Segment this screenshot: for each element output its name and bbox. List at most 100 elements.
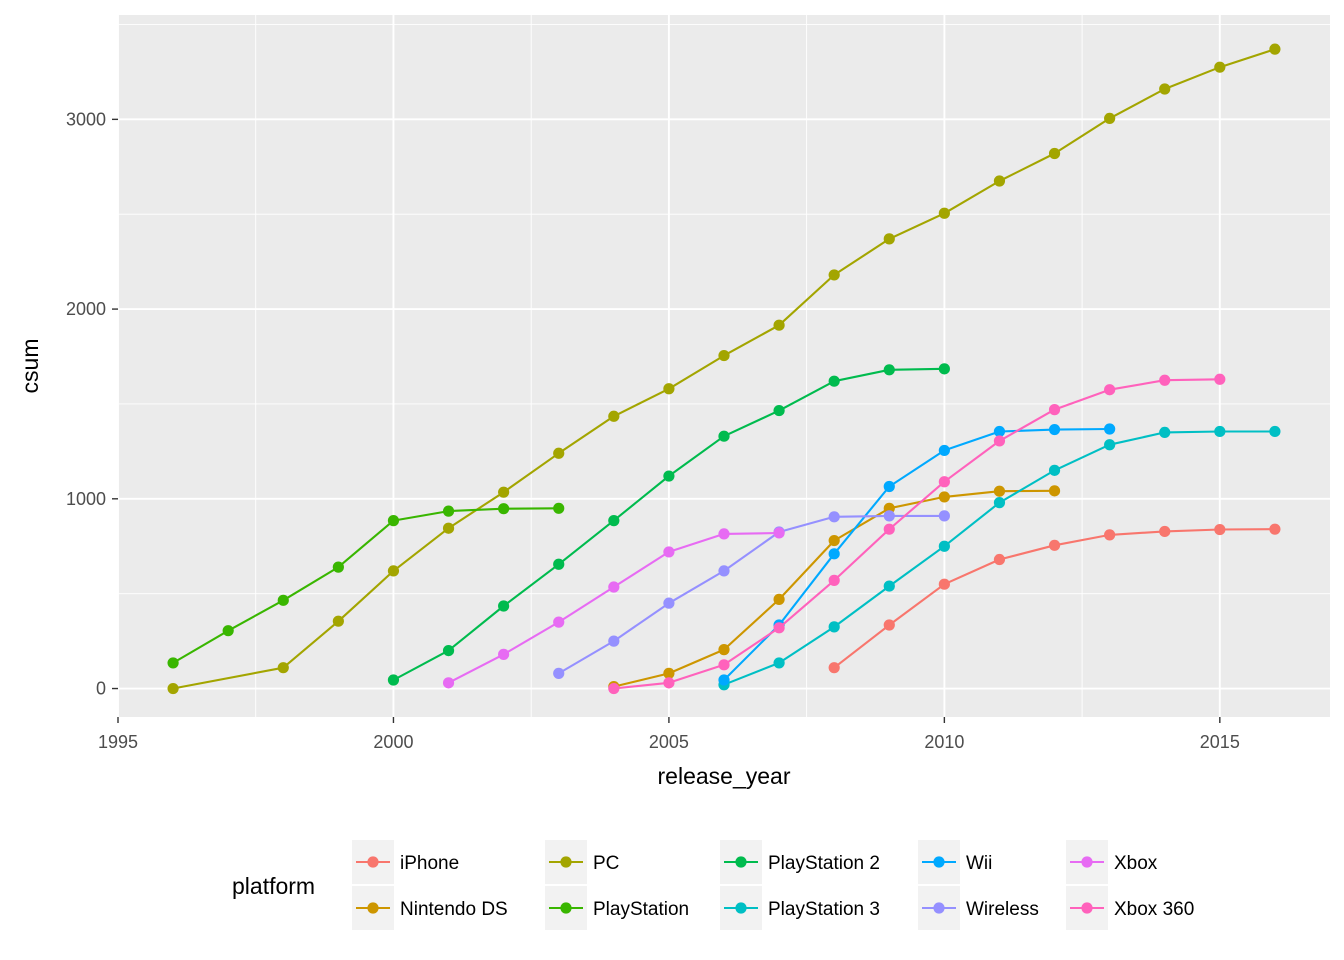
data-point xyxy=(1269,425,1281,438)
data-point xyxy=(828,574,840,586)
data-point xyxy=(1104,384,1116,396)
data-point xyxy=(553,558,565,570)
data-point xyxy=(663,677,675,689)
data-point xyxy=(938,363,950,375)
data-point xyxy=(773,404,785,417)
series-playstation-2 xyxy=(387,363,950,686)
data-point xyxy=(828,269,840,281)
series-iphone xyxy=(828,523,1281,674)
data-point xyxy=(828,662,840,674)
data-point xyxy=(828,375,840,387)
legend-key-point xyxy=(1081,856,1093,868)
data-point xyxy=(718,644,730,656)
data-point xyxy=(1048,147,1061,160)
legend-key-point xyxy=(735,856,747,868)
data-point xyxy=(332,561,344,573)
data-point xyxy=(883,233,895,245)
series-line xyxy=(172,48,1276,690)
series-line xyxy=(613,378,1220,690)
data-point xyxy=(663,546,675,558)
data-point xyxy=(498,486,510,498)
data-point xyxy=(167,682,179,695)
data-point xyxy=(277,594,289,606)
y-tick-label: 1000 xyxy=(66,489,106,509)
legend-key-point xyxy=(1081,902,1093,914)
x-tick-label: 2000 xyxy=(373,732,413,752)
data-point xyxy=(553,502,565,514)
x-tick-label: 1995 xyxy=(98,732,138,752)
data-point xyxy=(883,523,895,535)
data-point xyxy=(498,503,510,515)
data-point xyxy=(498,600,510,612)
data-point xyxy=(773,319,785,331)
data-point xyxy=(883,364,895,376)
legend-label: PlayStation xyxy=(593,899,689,920)
data-point xyxy=(663,667,675,679)
x-tick-label: 2015 xyxy=(1200,732,1240,752)
data-point xyxy=(1159,83,1171,95)
legend-label: Wii xyxy=(966,853,992,874)
x-axis-title: release_year xyxy=(658,763,791,789)
data-point xyxy=(608,515,620,527)
data-point xyxy=(1048,404,1061,416)
data-point xyxy=(442,522,455,534)
data-point xyxy=(1104,439,1116,451)
legend-item: PlayStation xyxy=(545,886,689,930)
data-point xyxy=(167,657,179,669)
data-point xyxy=(828,621,840,633)
legend-item: Wii xyxy=(918,840,992,884)
data-point xyxy=(387,674,400,686)
data-point xyxy=(993,175,1006,187)
legend: platform iPhone Nintendo DS PC PlayStation P… xyxy=(232,840,1194,930)
series-pc xyxy=(167,43,1281,695)
data-point xyxy=(993,485,1006,497)
legend-key-point xyxy=(560,856,572,868)
data-point xyxy=(1048,464,1061,476)
legend-key-point xyxy=(933,856,945,868)
legend-label: PlayStation 2 xyxy=(768,853,880,874)
legend-key-point xyxy=(735,902,747,914)
series-playstation xyxy=(167,502,565,669)
data-point xyxy=(938,476,950,488)
data-point xyxy=(718,674,730,686)
data-point xyxy=(1159,525,1171,538)
data-point xyxy=(1159,426,1171,439)
series-xbox-360 xyxy=(608,373,1226,695)
legend-key-point xyxy=(560,902,572,914)
data-point xyxy=(718,430,730,442)
x-axis: 1995 2000 2005 2010 2015 xyxy=(98,717,1240,752)
data-point xyxy=(828,511,840,523)
data-point xyxy=(828,548,840,560)
x-tick-label: 2005 xyxy=(649,732,689,752)
data-point xyxy=(553,447,565,459)
data-point xyxy=(938,578,950,590)
data-point xyxy=(553,616,565,628)
data-point xyxy=(938,207,950,219)
legend-label: Xbox 360 xyxy=(1114,899,1194,920)
data-point xyxy=(608,581,620,593)
data-point xyxy=(993,553,1006,566)
legend-key-point xyxy=(367,902,379,914)
data-point xyxy=(608,410,620,422)
data-point xyxy=(1214,523,1226,536)
legend-label: PC xyxy=(593,853,619,874)
data-point xyxy=(773,527,785,539)
data-point xyxy=(332,615,344,627)
data-point xyxy=(773,622,785,634)
x-tick-label: 2010 xyxy=(924,732,964,752)
data-point xyxy=(1104,529,1116,541)
data-point xyxy=(663,470,675,482)
data-point xyxy=(387,565,400,577)
legend-label: Nintendo DS xyxy=(400,899,508,920)
series-playstation-3 xyxy=(718,425,1281,691)
series-layer xyxy=(167,43,1281,695)
legend-label: PlayStation 3 xyxy=(768,899,880,920)
y-tick-label: 2000 xyxy=(66,299,106,319)
legend-label: Wireless xyxy=(966,899,1039,920)
data-point xyxy=(938,444,950,457)
data-point xyxy=(277,662,289,674)
data-point xyxy=(1048,423,1061,436)
data-point xyxy=(387,515,400,527)
series-line xyxy=(172,507,559,664)
data-point xyxy=(553,667,565,679)
